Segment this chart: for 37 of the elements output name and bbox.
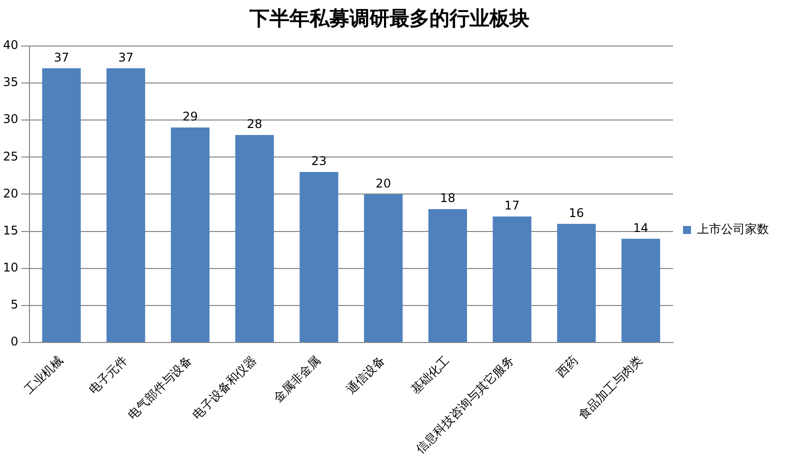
- bar: [170, 128, 210, 342]
- y-tick-label: 15: [2, 223, 18, 238]
- x-tick-label: 金属非金属: [270, 353, 324, 406]
- y-tick-label: 5: [10, 298, 18, 312]
- data-label: 23: [311, 154, 327, 168]
- chart-title: 下半年私募调研最多的行业板块: [248, 6, 530, 30]
- y-tick-label: 35: [2, 75, 18, 90]
- data-label: 37: [118, 50, 134, 64]
- bar: [557, 224, 596, 342]
- x-tick-label: 工业机械: [22, 353, 66, 397]
- bar: [300, 172, 338, 342]
- y-tick-label: 10: [2, 260, 18, 274]
- data-label: 18: [440, 191, 456, 206]
- data-label: 14: [633, 220, 648, 235]
- data-label: 17: [504, 198, 520, 213]
- bar: [622, 238, 660, 342]
- legend-label: 上市公司家数: [697, 222, 769, 236]
- bar: [364, 194, 403, 342]
- y-tick-label: 20: [2, 186, 18, 200]
- data-label: 28: [246, 117, 262, 132]
- bar: [42, 68, 81, 342]
- data-label: 37: [54, 50, 70, 64]
- data-label: 29: [182, 110, 198, 124]
- x-tick-label: 电子元件: [86, 353, 130, 397]
- bar: [492, 216, 532, 342]
- bar: [235, 134, 274, 342]
- y-tick-label: 0: [10, 334, 18, 349]
- data-label: 16: [568, 206, 584, 220]
- y-tick-label: 25: [2, 149, 18, 164]
- bar: [106, 68, 146, 342]
- y-tick-label: 30: [2, 112, 18, 126]
- x-tick-label: 基础化工: [408, 353, 452, 397]
- bar: [428, 209, 468, 342]
- y-tick-label: 40: [2, 38, 18, 52]
- data-label: 20: [376, 176, 391, 190]
- x-tick-label: 通信设备: [344, 353, 388, 397]
- x-tick-label: 西药: [554, 353, 581, 380]
